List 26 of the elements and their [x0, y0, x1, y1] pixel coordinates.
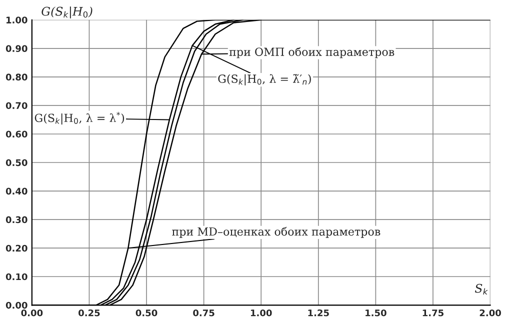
- x-tick-label: 1.50: [366, 309, 386, 316]
- y-tick-label: 0.60: [6, 130, 28, 138]
- annotation: G(S$_{k}$|H$_{0}$, λ = λ$^{*}$): [34, 112, 124, 125]
- x-axis-title: S$_{k}$: [474, 284, 488, 295]
- y-tick-label: 0.10: [6, 273, 28, 280]
- y-tick-label: 0.20: [6, 244, 28, 252]
- x-tick-label: 0.00: [21, 309, 43, 316]
- y-tick-label: 0.50: [6, 159, 28, 166]
- y-tick-label: 0.70: [6, 102, 28, 110]
- y-axis-title: G(S$_{k}$|H$_{0}$): [42, 6, 92, 18]
- x-tick-label: 1.00: [250, 309, 272, 316]
- x-tick-label: 0.25: [78, 309, 100, 316]
- y-tick-label: 0.90: [6, 45, 28, 52]
- x-tick-label: 0.75: [193, 309, 214, 316]
- x-tick-label: 2.00: [480, 309, 501, 316]
- annotation: при ОМП обоих параметров: [229, 47, 394, 58]
- y-tick-label: 0.30: [6, 216, 28, 224]
- x-tick-label: 1.25: [308, 309, 329, 316]
- y-tick-label: 0.80: [6, 74, 28, 80]
- x-tick-label: 0.50: [136, 309, 158, 316]
- y-tick-label: 0.40: [6, 188, 28, 195]
- y-tick-label: 0.00: [6, 302, 28, 309]
- annotation: G(S$_{k}$|H$_{0}$, λ = λ̃′$_{n}$): [218, 74, 311, 86]
- x-tick-label: 1.75: [422, 310, 444, 316]
- y-tick-label: 1.00: [6, 16, 28, 24]
- annotation: при MD–оценках обоих параметров: [172, 226, 380, 238]
